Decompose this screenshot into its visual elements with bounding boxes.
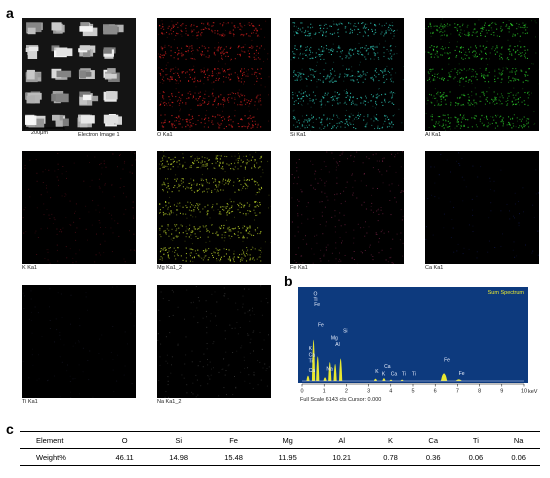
col-header-si: Si (151, 431, 207, 449)
panel-label-a: a (6, 5, 14, 21)
table-value-row: Weight% 46.11 14.98 15.48 11.95 10.21 0.78 0.36… (20, 448, 540, 466)
col-header-mg: Mg (261, 431, 315, 449)
map-caption-5: K Ka1 (22, 265, 37, 271)
peak-label-3: Fe (314, 302, 320, 308)
map-caption-3: Si Ka1 (290, 132, 307, 138)
peak-label-19: Fe (444, 358, 450, 364)
map-caption-1: Electron Image 1 (78, 132, 120, 138)
element-map-10 (157, 285, 271, 398)
spectrum-unit-label: keV (528, 389, 538, 395)
map-caption-2: O Ka1 (157, 132, 173, 138)
x-tick-label-4: 4 (389, 389, 392, 395)
panel-label-c: c (6, 421, 14, 437)
row-label-element: Element (20, 431, 98, 449)
peak-label-10: Ti (309, 359, 313, 365)
element-map-3 (290, 18, 404, 131)
scale-bar-label: 200μm (31, 130, 48, 136)
weight-cell-k: 0.78 (369, 448, 412, 466)
weight-cell-al: 10.21 (314, 448, 370, 466)
x-tick-label-7: 7 (456, 389, 459, 395)
spectrum-footer: Full Scale 6143 cts Cursor: 0.000 (300, 397, 382, 403)
spectrum-peak-5 (328, 362, 332, 381)
element-map-4 (425, 18, 539, 131)
spectrum-peak-11 (400, 379, 404, 381)
x-tick-label-6: 6 (434, 389, 437, 395)
spectrum-peak-1 (306, 375, 310, 381)
weight-cell-na: 0.06 (497, 448, 540, 466)
peak-label-6: Mg (331, 336, 338, 342)
spectrum-peak-12 (440, 373, 448, 381)
row-label-weight: Weight% (20, 448, 98, 466)
x-tick-label-2: 2 (345, 389, 348, 395)
peak-label-5: Si (343, 329, 347, 335)
col-header-ca: Ca (411, 431, 455, 449)
peak-label-7: Al (335, 342, 339, 348)
map-caption-6: Mg Ka1_2 (157, 265, 183, 271)
peak-label-2: Ti (314, 297, 318, 303)
spectrum-peak-6 (333, 363, 337, 381)
peak-label-16: Ca (391, 372, 398, 378)
map-caption-10: Na Ka1_2 (157, 399, 182, 405)
weight-cell-ca: 0.36 (411, 448, 455, 466)
spectrum-peak-8 (373, 378, 378, 381)
x-tick-label-10: 10 (521, 389, 527, 395)
weight-table: Element O Si Fe Mg Al K Ca Ti Na Weight% 46.11 14.9… (20, 431, 540, 466)
peak-label-18: Ti (412, 372, 416, 378)
spectrum-x-axis: 0 1 2 3 4 5 6 7 8 9 10 keV (300, 383, 538, 395)
spectrum-background (298, 287, 528, 383)
map-caption-4: Al Ka1 (425, 132, 442, 138)
map-caption-9: Ti Ka1 (22, 399, 38, 405)
col-header-al: Al (314, 431, 370, 449)
weight-cell-fe: 15.48 (206, 448, 262, 466)
spectrum-title: Sum Spectrum (488, 290, 525, 296)
element-map-1 (22, 18, 136, 131)
peak-label-11: Na (326, 366, 333, 372)
element-map-7 (290, 151, 404, 264)
peak-label-17: Ti (402, 372, 406, 378)
col-header-o: O (98, 431, 152, 449)
table-header-row: Element O Si Fe Mg Al K Ca Ti Na (20, 431, 540, 449)
col-header-fe: Fe (206, 431, 262, 449)
peak-label-9: Ca (309, 352, 316, 358)
col-header-ti: Ti (454, 431, 498, 449)
spectrum-peak-9 (382, 378, 386, 381)
element-map-9 (22, 285, 136, 398)
peak-label-1: O (314, 292, 318, 298)
x-tick-label-3: 3 (367, 389, 370, 395)
x-tick-label-8: 8 (478, 389, 481, 395)
peak-label-20: Fe (459, 371, 465, 377)
scale-bar (23, 126, 65, 130)
spectrum-peak-3 (316, 356, 320, 381)
weight-cell-mg: 11.95 (261, 448, 315, 466)
panel-label-b: b (284, 273, 293, 289)
x-tick-label-1: 1 (323, 389, 326, 395)
x-tick-label-9: 9 (500, 389, 503, 395)
element-map-8 (425, 151, 539, 264)
weight-cell-o: 46.11 (98, 448, 152, 466)
map-caption-7: Fe Ka1 (290, 265, 308, 271)
element-map-2 (157, 18, 271, 131)
element-map-6 (157, 151, 271, 264)
spectrum-peak-4 (323, 377, 327, 381)
spectrum-peak-2 (311, 339, 316, 381)
peak-label-14: K (375, 369, 379, 375)
x-tick-label-0: 0 (300, 389, 303, 395)
peak-label-13: Ca (384, 364, 391, 370)
peak-label-15: K (382, 372, 386, 378)
peak-label-12: Ca (309, 368, 316, 374)
element-map-5 (22, 151, 136, 264)
spectrum-peak-10 (389, 379, 393, 381)
col-header-k: K (369, 431, 412, 449)
x-tick-label-5: 5 (411, 389, 414, 395)
peak-label-4: Fe (318, 322, 324, 328)
spectrum-peak-13 (455, 379, 462, 381)
weight-cell-ti: 0.06 (454, 448, 498, 466)
weight-cell-si: 14.98 (151, 448, 207, 466)
col-header-na: Na (497, 431, 540, 449)
spectrum-peak-7 (339, 358, 343, 381)
map-caption-8: Ca Ka1 (425, 265, 444, 271)
peak-label-8: K (309, 346, 313, 352)
